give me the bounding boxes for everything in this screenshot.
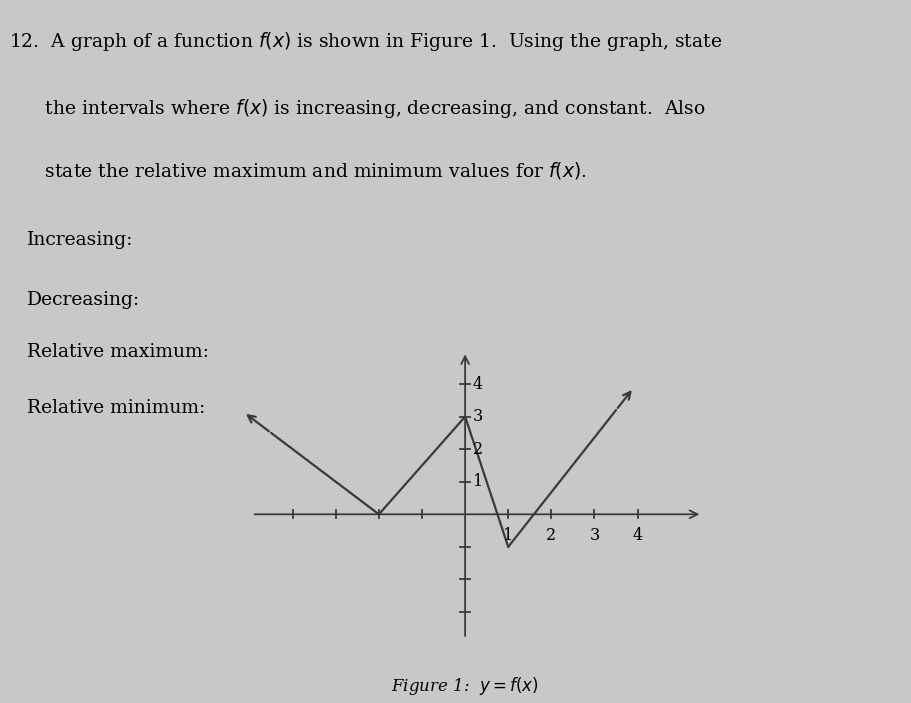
Text: 1: 1: [503, 527, 513, 544]
Text: Figure 1:  $y = f(x)$: Figure 1: $y = f(x)$: [391, 675, 538, 697]
Text: 4: 4: [632, 527, 642, 544]
Text: 2: 2: [473, 441, 483, 458]
Text: Increasing:: Increasing:: [27, 231, 134, 249]
Text: 2: 2: [546, 527, 556, 544]
Text: 4: 4: [473, 375, 483, 392]
Text: state the relative maximum and minimum values for $f(x)$.: state the relative maximum and minimum v…: [9, 160, 586, 181]
Text: Relative minimum:: Relative minimum:: [27, 399, 205, 417]
Text: 12.  A graph of a function $f(x)$ is shown in Figure 1.  Using the graph, state: 12. A graph of a function $f(x)$ is show…: [9, 30, 722, 53]
Text: 3: 3: [473, 408, 483, 425]
Text: Decreasing:: Decreasing:: [27, 290, 140, 309]
Text: 3: 3: [589, 527, 599, 544]
Text: Relative maximum:: Relative maximum:: [27, 343, 209, 361]
Text: the intervals where $f(x)$ is increasing, decreasing, and constant.  Also: the intervals where $f(x)$ is increasing…: [9, 97, 705, 120]
Text: 1: 1: [473, 473, 483, 490]
